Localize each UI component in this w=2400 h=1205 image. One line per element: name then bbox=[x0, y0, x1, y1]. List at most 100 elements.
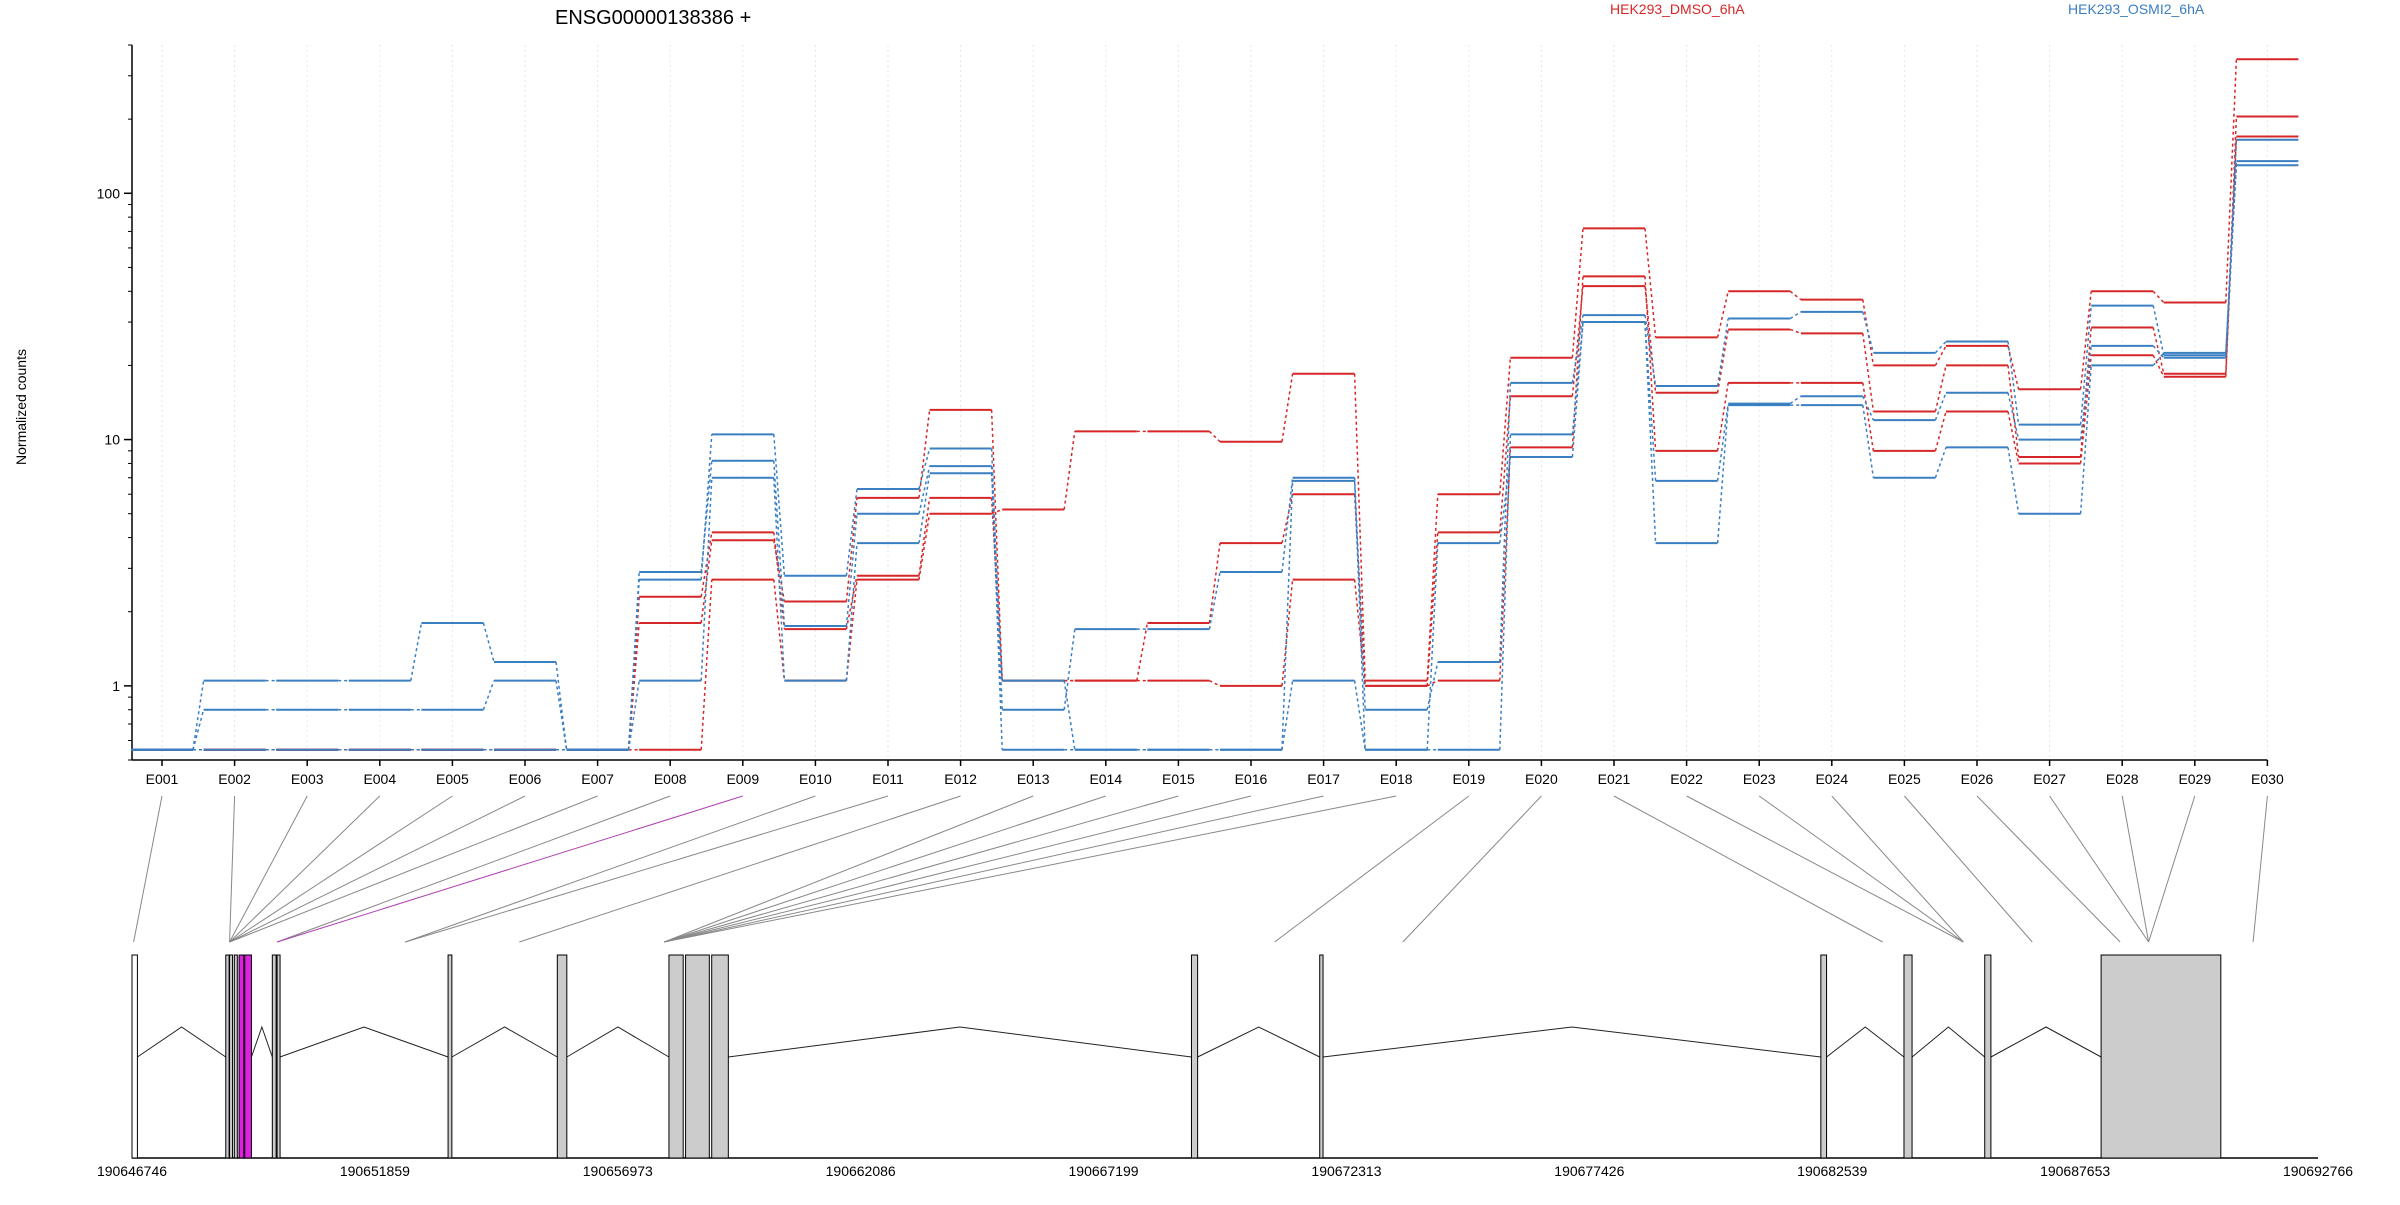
y-axis-label: Normalized counts bbox=[13, 349, 29, 465]
exon-map-line bbox=[2049, 795, 2150, 943]
intron-line bbox=[1197, 1026, 1320, 1058]
x-tick-label: E006 bbox=[509, 771, 542, 787]
series-connector bbox=[918, 513, 931, 580]
exon-box bbox=[1984, 954, 1992, 1159]
exon-map-line bbox=[2121, 795, 2150, 943]
intron-line bbox=[1911, 1026, 1986, 1058]
exon-box bbox=[556, 954, 568, 1159]
intron-line bbox=[1322, 1026, 1821, 1058]
genomic-tick-label: 190682539 bbox=[1797, 1163, 1867, 1179]
series-layer bbox=[131, 58, 2299, 751]
series-connector bbox=[1789, 290, 1802, 301]
exon-box bbox=[131, 954, 138, 1159]
series-connector bbox=[1644, 276, 1657, 451]
series-connector bbox=[773, 579, 786, 681]
series-connector bbox=[1789, 311, 1802, 320]
series-connector bbox=[2152, 290, 2165, 304]
series-connector bbox=[627, 596, 640, 750]
series-connector bbox=[1862, 299, 1875, 366]
series-connector bbox=[990, 473, 1003, 681]
x-tick-label: E007 bbox=[581, 771, 614, 787]
series-connector bbox=[1499, 456, 1512, 544]
series-connector bbox=[1281, 579, 1294, 686]
exon-map-line bbox=[1686, 795, 1964, 943]
y-tick-label: 10 bbox=[104, 432, 120, 448]
x-tick-label: E021 bbox=[1598, 771, 1631, 787]
exon-box bbox=[2100, 954, 2222, 1159]
exon-map-line bbox=[276, 795, 743, 943]
series-connector bbox=[773, 540, 786, 602]
genomic-tick-label: 190692766 bbox=[2283, 1163, 2353, 1179]
series-connector bbox=[845, 497, 858, 602]
exon-map-line bbox=[1613, 795, 1883, 943]
series-connector bbox=[1571, 321, 1584, 435]
series-connector bbox=[1208, 542, 1221, 624]
exon-map-line bbox=[276, 795, 671, 943]
series-connector bbox=[2079, 305, 2092, 425]
exon-box bbox=[1820, 954, 1828, 1159]
x-tick-label: E025 bbox=[1888, 771, 1921, 787]
series-connector bbox=[2007, 345, 2020, 390]
series-connector bbox=[1934, 365, 1947, 412]
genomic-tick-label: 190672313 bbox=[1311, 1163, 1381, 1179]
series-connector bbox=[1281, 373, 1294, 442]
x-tick-label: E028 bbox=[2106, 771, 2139, 787]
series-connector bbox=[2152, 352, 2165, 366]
series-connector bbox=[1208, 571, 1221, 630]
series-connector bbox=[1499, 382, 1512, 663]
genomic-tick-label: 190651859 bbox=[340, 1163, 410, 1179]
series-connector bbox=[773, 460, 786, 627]
series-connector bbox=[1571, 322, 1584, 458]
series-connector bbox=[2007, 392, 2020, 440]
series-connector bbox=[192, 709, 205, 750]
series-connector bbox=[2079, 355, 2092, 464]
exon-mapping-lines bbox=[133, 795, 2268, 943]
series-connector bbox=[1499, 396, 1512, 533]
exon-box bbox=[685, 954, 710, 1159]
series-connector bbox=[773, 477, 786, 681]
exon-map-line bbox=[664, 795, 1397, 943]
series-connector bbox=[990, 466, 1003, 750]
x-tick-label: E003 bbox=[291, 771, 324, 787]
x-tick-label: E014 bbox=[1089, 771, 1122, 787]
series-connector bbox=[2225, 165, 2238, 353]
intron-line bbox=[137, 1026, 227, 1058]
series-connector bbox=[1716, 405, 1729, 544]
x-tick-label: E020 bbox=[1525, 771, 1558, 787]
series-connector bbox=[1426, 679, 1439, 687]
series-5 bbox=[131, 164, 2299, 751]
exon-map-line bbox=[664, 795, 1034, 943]
series-connector bbox=[1063, 680, 1076, 750]
exon-map-line bbox=[229, 795, 526, 943]
series-connector bbox=[627, 680, 640, 750]
series-connector bbox=[2152, 327, 2165, 374]
y-tick-label: 1 bbox=[112, 678, 120, 694]
exon-map-line bbox=[664, 795, 1179, 943]
exon-box bbox=[1903, 954, 1913, 1159]
exon-map-line bbox=[229, 795, 236, 943]
series-connector bbox=[1789, 328, 1802, 335]
exon-map-line bbox=[664, 795, 1106, 943]
x-tick-label: E018 bbox=[1380, 771, 1413, 787]
y-tick-label: 100 bbox=[97, 185, 121, 201]
series-connector bbox=[1644, 322, 1657, 544]
series-connector bbox=[1789, 395, 1802, 405]
x-tick-label: E019 bbox=[1452, 771, 1485, 787]
series-connector bbox=[1934, 341, 1947, 354]
x-tick-label: E013 bbox=[1017, 771, 1050, 787]
series-connector bbox=[1499, 447, 1512, 681]
exon-map-line bbox=[2252, 795, 2268, 943]
series-connector bbox=[1353, 480, 1366, 750]
exon-box bbox=[1319, 954, 1324, 1159]
series-connector bbox=[1862, 405, 1875, 478]
x-tick-label: E002 bbox=[218, 771, 251, 787]
exon-box bbox=[1190, 954, 1199, 1159]
series-3 bbox=[131, 138, 2299, 751]
exon-map-line bbox=[133, 795, 163, 943]
series-connector bbox=[1934, 392, 1947, 421]
intron-line bbox=[250, 1025, 273, 1058]
genomic-tick-label: 190687653 bbox=[2040, 1163, 2110, 1179]
series-connector bbox=[1281, 477, 1294, 573]
exon-box bbox=[229, 954, 234, 1159]
